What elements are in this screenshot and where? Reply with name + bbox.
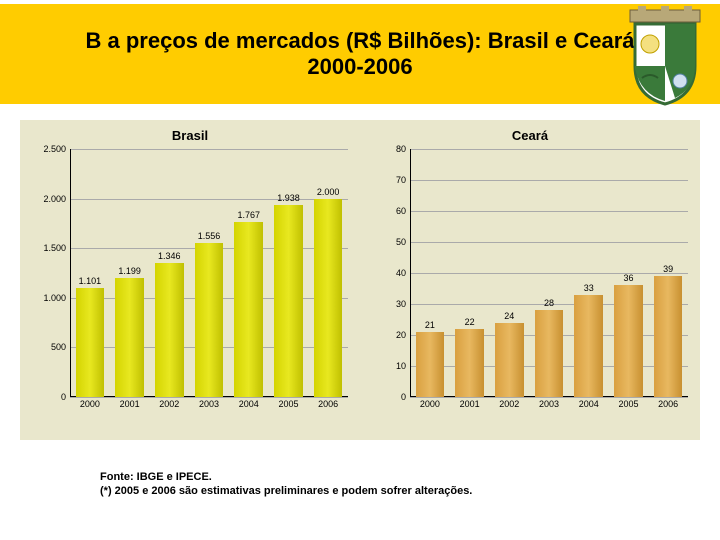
bar-wrap: 1.346 xyxy=(149,149,189,397)
y-tick-label: 30 xyxy=(368,299,406,309)
bar xyxy=(115,278,144,397)
title-line-2: 2000-2006 xyxy=(307,54,412,80)
source-text: Fonte: IBGE e IPECE. (*) 2005 e 2006 são… xyxy=(100,470,472,499)
x-axis: 2000200120022003200420052006 xyxy=(410,399,688,419)
bar xyxy=(455,329,484,397)
bar-wrap: 1.199 xyxy=(110,149,150,397)
x-tick-label: 2000 xyxy=(410,399,450,419)
bar-value-label: 24 xyxy=(504,311,514,321)
y-tick-label: 1.000 xyxy=(28,293,66,303)
bar-value-label: 1.101 xyxy=(79,276,102,286)
y-tick-label: 0 xyxy=(28,392,66,402)
bar-value-label: 22 xyxy=(465,317,475,327)
y-tick-label: 60 xyxy=(368,206,406,216)
y-tick-label: 2.500 xyxy=(28,144,66,154)
chart-title-brasil: Brasil xyxy=(28,128,352,143)
x-tick-label: 2000 xyxy=(70,399,110,419)
bar xyxy=(195,243,224,397)
y-tick-label: 2.000 xyxy=(28,194,66,204)
bar xyxy=(614,285,643,397)
bar-wrap: 1.767 xyxy=(229,149,269,397)
x-tick-label: 2003 xyxy=(529,399,569,419)
y-tick-label: 20 xyxy=(368,330,406,340)
bar xyxy=(76,288,105,397)
chart-title-ceara: Ceará xyxy=(368,128,692,143)
x-tick-label: 2001 xyxy=(450,399,490,419)
chart-panel-ceara: Ceará 0 10 20 30 40 50 60 70 80 21 22 24 28 33 36 39 200… xyxy=(360,120,700,440)
chart-body-brasil: 05001.0001.5002.0002.5001.1011.1991.3461… xyxy=(28,149,352,419)
header-band: B a preços de mercados (R$ Bilhões): Bra… xyxy=(0,4,720,104)
bar-wrap: 39 xyxy=(648,149,688,397)
source-line-2: (*) 2005 e 2006 são estimativas prelimin… xyxy=(100,484,472,498)
bar-value-label: 33 xyxy=(584,283,594,293)
crest-icon xyxy=(620,6,710,106)
x-tick-label: 2005 xyxy=(609,399,649,419)
x-axis: 2000200120022003200420052006 xyxy=(70,399,348,419)
title-line-1: B a preços de mercados (R$ Bilhões): Bra… xyxy=(86,28,635,54)
y-tick-label: 500 xyxy=(28,342,66,352)
y-tick-label: 40 xyxy=(368,268,406,278)
x-tick-label: 2004 xyxy=(569,399,609,419)
bar xyxy=(654,276,683,397)
bar-wrap: 33 xyxy=(569,149,609,397)
bar-wrap: 28 xyxy=(529,149,569,397)
x-tick-label: 2005 xyxy=(269,399,309,419)
x-tick-label: 2006 xyxy=(648,399,688,419)
bars-group: 1.101 1.199 1.346 1.556 1.767 1.938 2.000 xyxy=(70,149,348,397)
chart-area: Brasil 05001.0001.5002.0002.5001.1011.19… xyxy=(20,120,700,440)
gridline xyxy=(70,397,348,398)
y-tick-label: 10 xyxy=(368,361,406,371)
bar-wrap: 36 xyxy=(609,149,649,397)
source-line-1: Fonte: IBGE e IPECE. xyxy=(100,470,472,484)
x-tick-label: 2002 xyxy=(489,399,529,419)
bar xyxy=(274,205,303,397)
bar-value-label: 1.346 xyxy=(158,251,181,261)
bar xyxy=(416,332,445,397)
bar-wrap: 21 xyxy=(410,149,450,397)
bar-value-label: 39 xyxy=(663,264,673,274)
bar-wrap: 1.556 xyxy=(189,149,229,397)
x-tick-label: 2003 xyxy=(189,399,229,419)
bar-wrap: 22 xyxy=(450,149,490,397)
x-tick-label: 2006 xyxy=(308,399,348,419)
bar-wrap: 1.938 xyxy=(269,149,309,397)
bar-wrap: 1.101 xyxy=(70,149,110,397)
bar xyxy=(234,222,263,397)
bars-group: 21 22 24 28 33 36 39 xyxy=(410,149,688,397)
bar-wrap: 24 xyxy=(489,149,529,397)
bar xyxy=(535,310,564,397)
bar-value-label: 1.556 xyxy=(198,231,221,241)
y-tick-label: 70 xyxy=(368,175,406,185)
bar-wrap: 2.000 xyxy=(308,149,348,397)
bar-value-label: 2.000 xyxy=(317,187,340,197)
bar-value-label: 21 xyxy=(425,320,435,330)
x-tick-label: 2004 xyxy=(229,399,269,419)
chart-panel-brasil: Brasil 0 500 1.000 1.500 2.000 2.500 1.101 1.19… xyxy=(20,120,360,440)
bar-value-label: 28 xyxy=(544,298,554,308)
bar-value-label: 1.938 xyxy=(277,193,300,203)
gridline xyxy=(410,397,688,398)
chart-body-ceara: 0102030405060708021222428333639200020012… xyxy=(368,149,692,419)
x-tick-label: 2001 xyxy=(110,399,150,419)
bar xyxy=(495,323,524,397)
x-tick-label: 2002 xyxy=(149,399,189,419)
y-tick-label: 80 xyxy=(368,144,406,154)
bar-value-label: 1.199 xyxy=(118,266,141,276)
y-tick-label: 50 xyxy=(368,237,406,247)
bar-value-label: 36 xyxy=(623,273,633,283)
bar xyxy=(155,263,184,397)
y-tick-label: 1.500 xyxy=(28,243,66,253)
y-tick-label: 0 xyxy=(368,392,406,402)
bar xyxy=(314,199,343,397)
bar-value-label: 1.767 xyxy=(237,210,260,220)
bar xyxy=(574,295,603,397)
